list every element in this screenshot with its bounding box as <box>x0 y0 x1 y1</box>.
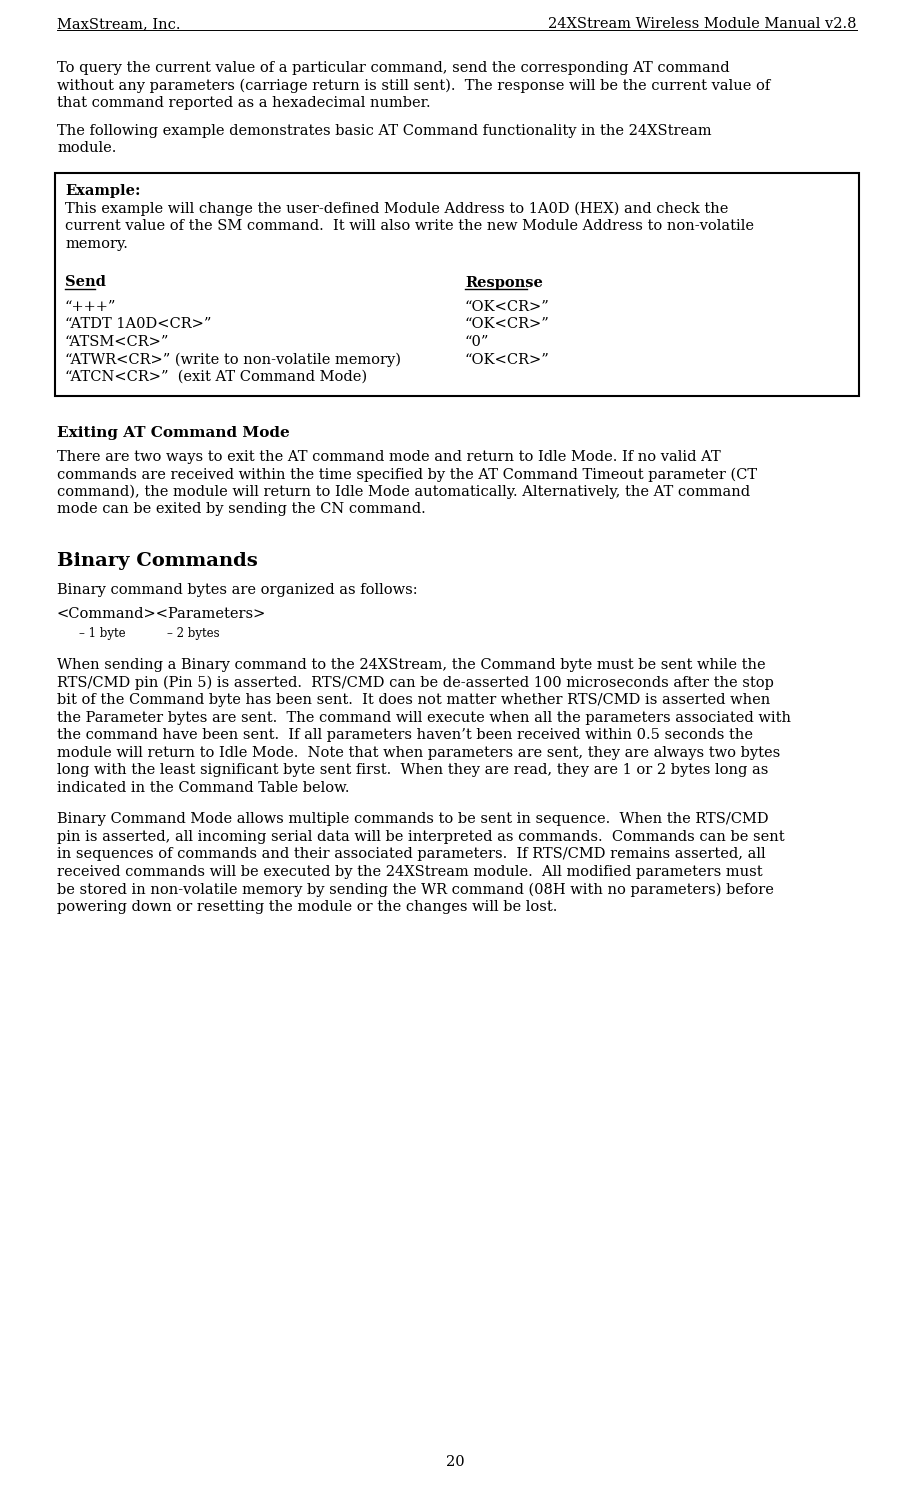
Text: Exiting AT Command Mode: Exiting AT Command Mode <box>57 425 289 440</box>
Text: – 2 bytes: – 2 bytes <box>167 626 219 640</box>
Text: powering down or resetting the module or the changes will be lost.: powering down or resetting the module or… <box>57 899 557 914</box>
Text: the Parameter bytes are sent.  The command will execute when all the parameters : the Parameter bytes are sent. The comman… <box>57 711 791 725</box>
Text: Binary command bytes are organized as follows:: Binary command bytes are organized as fo… <box>57 583 418 596</box>
Text: “ATCN<CR>”  (exit AT Command Mode): “ATCN<CR>” (exit AT Command Mode) <box>65 370 367 385</box>
Text: “+++”: “+++” <box>65 300 116 315</box>
Bar <box>55 173 859 395</box>
Text: RTS/CMD pin (Pin 5) is asserted.  RTS/CMD can be de-asserted 100 microseconds af: RTS/CMD pin (Pin 5) is asserted. RTS/CMD… <box>57 675 774 690</box>
Text: module.: module. <box>57 142 116 155</box>
Text: commands are received within the time specified by the AT Command Timeout parame: commands are received within the time sp… <box>57 468 757 482</box>
Text: “OK<CR>”: “OK<CR>” <box>465 318 550 331</box>
Text: pin is asserted, all incoming serial data will be interpreted as commands.  Comm: pin is asserted, all incoming serial dat… <box>57 830 784 844</box>
Text: that command reported as a hexadecimal number.: that command reported as a hexadecimal n… <box>57 95 430 110</box>
Text: MaxStream, Inc.: MaxStream, Inc. <box>57 16 180 31</box>
Text: There are two ways to exit the AT command mode and return to Idle Mode. If no va: There are two ways to exit the AT comman… <box>57 450 721 464</box>
Text: The following example demonstrates basic AT Command functionality in the 24XStre: The following example demonstrates basic… <box>57 124 712 137</box>
Text: indicated in the Command Table below.: indicated in the Command Table below. <box>57 781 349 795</box>
Text: “OK<CR>”: “OK<CR>” <box>465 352 550 367</box>
Text: Example:: Example: <box>65 185 140 198</box>
Text: To query the current value of a particular command, send the corresponding AT co: To query the current value of a particul… <box>57 61 730 75</box>
Text: the command have been sent.  If all parameters haven’t been received within 0.5 : the command have been sent. If all param… <box>57 728 753 743</box>
Text: “ATWR<CR>” (write to non-volatile memory): “ATWR<CR>” (write to non-volatile memory… <box>65 352 401 367</box>
Text: Response: Response <box>465 276 543 289</box>
Text: 20: 20 <box>446 1455 464 1469</box>
Text: <Command><Parameters>: <Command><Parameters> <box>57 607 267 622</box>
Text: memory.: memory. <box>65 237 128 250</box>
Text: 24XStream Wireless Module Manual v2.8: 24XStream Wireless Module Manual v2.8 <box>549 16 857 31</box>
Text: – 1 byte: – 1 byte <box>79 626 126 640</box>
Text: current value of the SM command.  It will also write the new Module Address to n: current value of the SM command. It will… <box>65 219 754 234</box>
Text: without any parameters (carriage return is still sent).  The response will be th: without any parameters (carriage return … <box>57 79 770 92</box>
Text: received commands will be executed by the 24XStream module.  All modified parame: received commands will be executed by th… <box>57 865 763 878</box>
Text: Send: Send <box>65 276 106 289</box>
Text: be stored in non-volatile memory by sending the WR command (08H with no paramete: be stored in non-volatile memory by send… <box>57 883 774 896</box>
Text: “OK<CR>”: “OK<CR>” <box>465 300 550 315</box>
Text: mode can be exited by sending the CN command.: mode can be exited by sending the CN com… <box>57 502 426 516</box>
Text: in sequences of commands and their associated parameters.  If RTS/CMD remains as: in sequences of commands and their assoc… <box>57 847 765 862</box>
Text: “0”: “0” <box>465 335 490 349</box>
Text: When sending a Binary command to the 24XStream, the Command byte must be sent wh: When sending a Binary command to the 24X… <box>57 658 765 672</box>
Text: long with the least significant byte sent first.  When they are read, they are 1: long with the least significant byte sen… <box>57 763 768 777</box>
Text: This example will change the user-defined Module Address to 1A0D (HEX) and check: This example will change the user-define… <box>65 201 728 216</box>
Text: bit of the Command byte has been sent.  It does not matter whether RTS/CMD is as: bit of the Command byte has been sent. I… <box>57 693 770 707</box>
Text: “ATSM<CR>”: “ATSM<CR>” <box>65 335 169 349</box>
Text: Binary Commands: Binary Commands <box>57 552 258 570</box>
Text: Binary Command Mode allows multiple commands to be sent in sequence.  When the R: Binary Command Mode allows multiple comm… <box>57 813 769 826</box>
Text: module will return to Idle Mode.  Note that when parameters are sent, they are a: module will return to Idle Mode. Note th… <box>57 746 780 760</box>
Text: “ATDT 1A0D<CR>”: “ATDT 1A0D<CR>” <box>65 318 211 331</box>
Text: command), the module will return to Idle Mode automatically. Alternatively, the : command), the module will return to Idle… <box>57 485 750 499</box>
